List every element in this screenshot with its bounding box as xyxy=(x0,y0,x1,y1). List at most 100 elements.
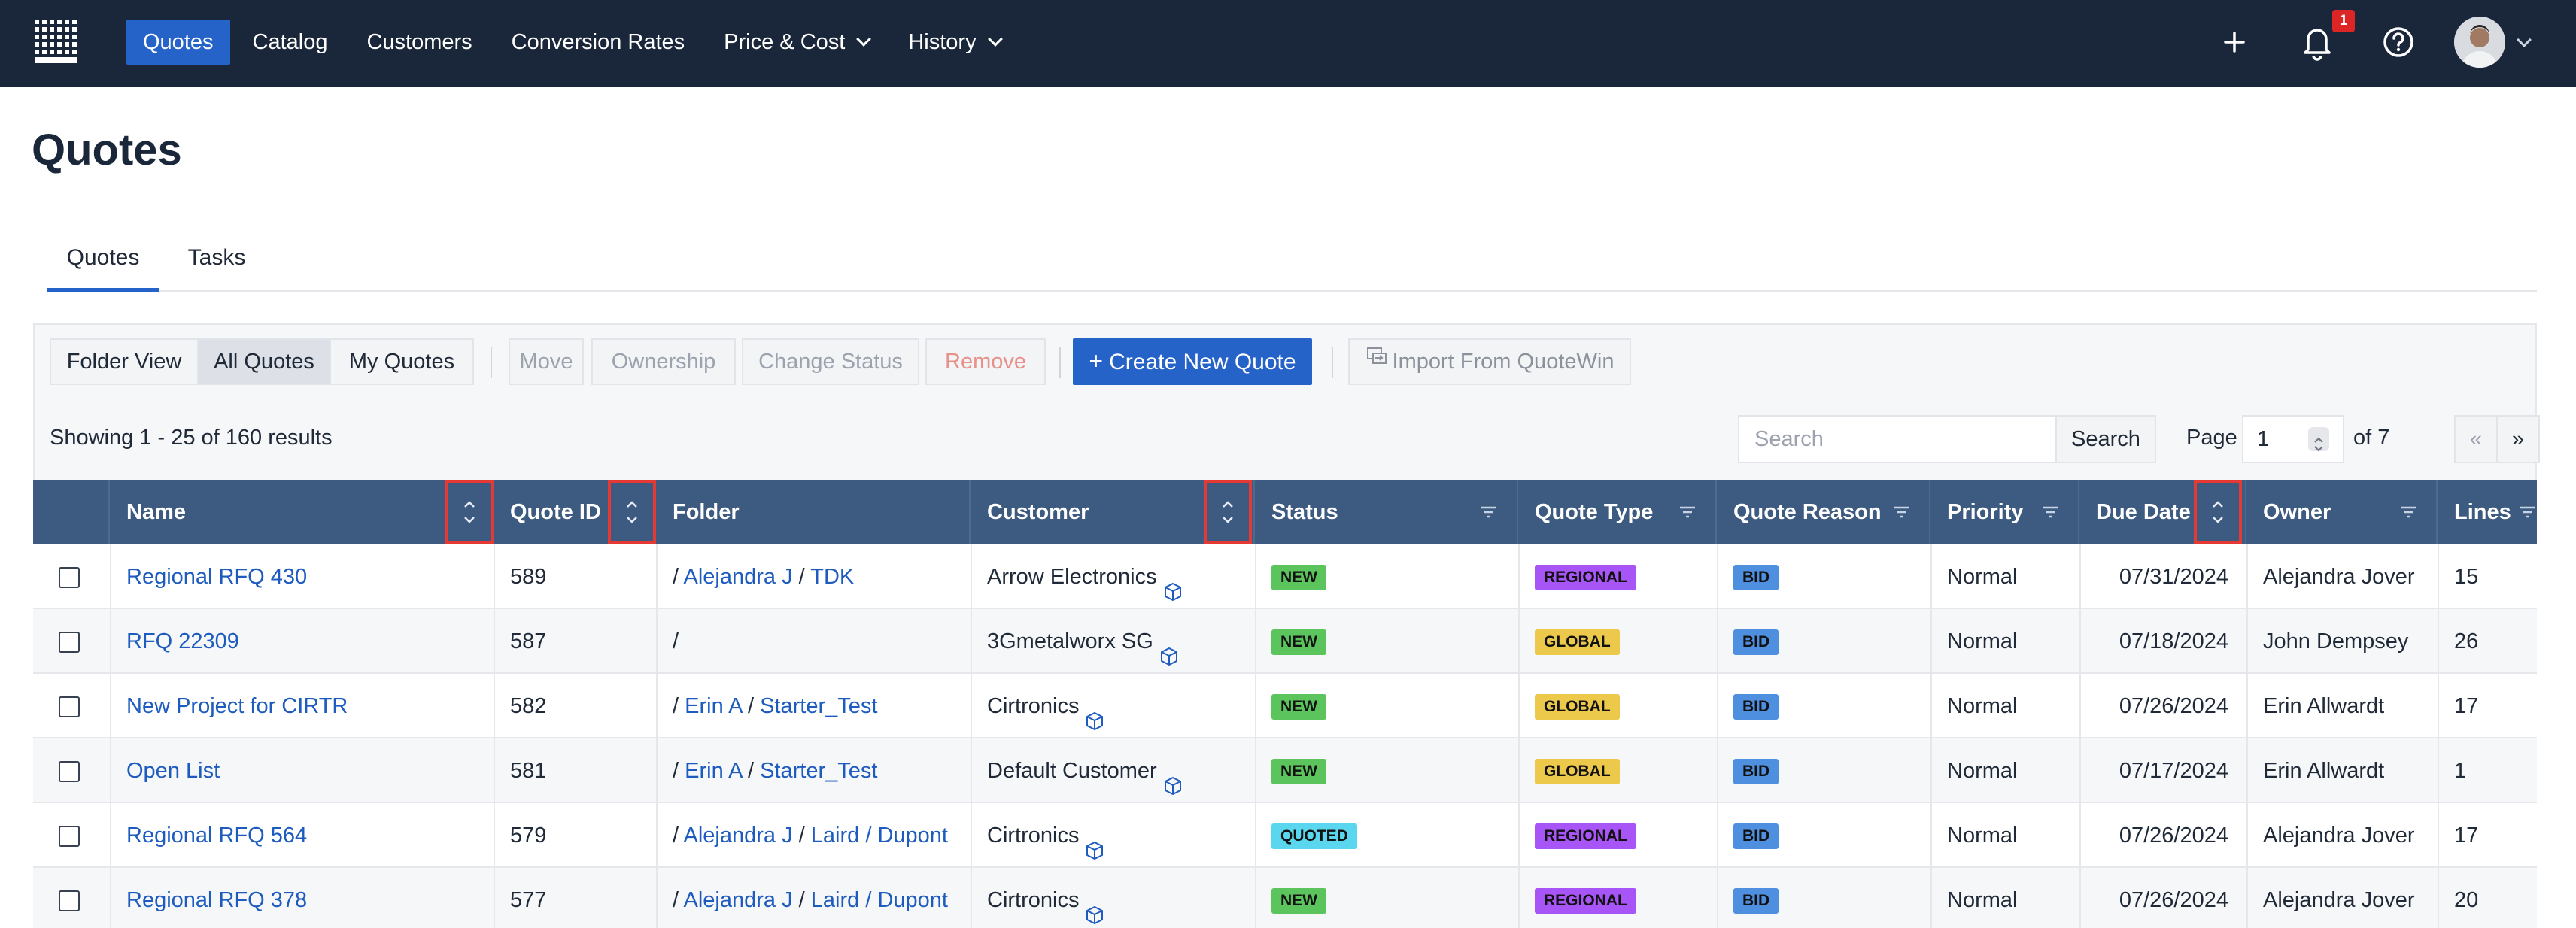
row-checkbox[interactable] xyxy=(59,696,80,717)
cube-icon[interactable] xyxy=(1083,693,1106,731)
nav-customers[interactable]: Customers xyxy=(350,20,488,65)
quote-reason-badge: BID xyxy=(1717,803,1930,868)
folder-link[interactable]: Alejandra J xyxy=(683,823,793,848)
sort-due-date-icon[interactable] xyxy=(2194,480,2242,544)
quote-name-link[interactable]: RFQ 22309 xyxy=(110,609,494,674)
quote-name-link[interactable]: Regional RFQ 378 xyxy=(110,868,494,928)
lines-cell-text: 26 xyxy=(2454,629,2479,654)
cube-icon[interactable] xyxy=(1162,758,1184,796)
import-quotewin-button[interactable]: Import From QuoteWin xyxy=(1348,338,1631,385)
cube-icon[interactable] xyxy=(1083,887,1106,925)
cell-divider xyxy=(110,803,111,868)
cell-divider xyxy=(494,544,495,609)
folder-view-button[interactable]: Folder View xyxy=(50,338,199,385)
prev-page-button[interactable]: « xyxy=(2454,415,2498,463)
filter-lines-icon[interactable] xyxy=(2516,501,2537,523)
nav-quotes[interactable]: Quotes xyxy=(126,20,230,65)
move-button[interactable]: Move xyxy=(509,338,584,385)
cell-divider xyxy=(1518,674,1520,738)
filter-quote-reason-icon[interactable] xyxy=(1890,501,1912,523)
column-header-priority[interactable]: Priority xyxy=(1930,480,2079,544)
column-header-lines[interactable]: Lines xyxy=(2438,480,2537,544)
filter-priority-icon[interactable] xyxy=(2039,501,2061,523)
cell-divider xyxy=(2246,803,2248,868)
column-header-due-date[interactable]: Due Date xyxy=(2079,480,2246,544)
column-header-status[interactable]: Status xyxy=(1255,480,1518,544)
sort-quote-id-icon[interactable] xyxy=(608,480,656,544)
status-badge-label: NEW xyxy=(1271,629,1326,656)
customer-cell: Cirtronics xyxy=(971,803,1255,868)
column-header-folder[interactable]: Folder xyxy=(656,480,971,544)
quote-id-cell: 587 xyxy=(494,609,656,674)
quote-name-link[interactable]: Open List xyxy=(110,738,494,803)
tab-quotes[interactable]: Quotes xyxy=(47,226,159,292)
cell-divider xyxy=(2079,868,2081,928)
cube-icon[interactable] xyxy=(1083,823,1106,860)
cube-icon[interactable] xyxy=(1158,629,1180,666)
sort-customer-icon[interactable] xyxy=(1204,480,1252,544)
search-button[interactable]: Search xyxy=(2055,415,2156,463)
row-checkbox[interactable] xyxy=(59,761,80,782)
nav-conversion-rates[interactable]: Conversion Rates xyxy=(495,20,702,65)
help-icon[interactable] xyxy=(2379,23,2418,62)
quote-name-link-text[interactable]: Regional RFQ 430 xyxy=(126,565,308,589)
nav-catalog[interactable]: Catalog xyxy=(236,20,345,65)
remove-button[interactable]: Remove xyxy=(925,338,1046,385)
avatar[interactable] xyxy=(2454,17,2505,68)
folder-link[interactable]: Alejandra J xyxy=(683,565,793,589)
bell-icon[interactable] xyxy=(2298,21,2337,63)
chevron-down-icon[interactable] xyxy=(2517,32,2532,47)
quote-name-link[interactable]: New Project for CIRTR xyxy=(110,674,494,738)
column-header-quote-reason[interactable]: Quote Reason xyxy=(1717,480,1930,544)
ownership-button[interactable]: Ownership xyxy=(591,338,736,385)
page-number-input[interactable]: 1 xyxy=(2242,415,2344,463)
folder-link[interactable]: TDK xyxy=(810,565,855,589)
stepper-icon[interactable] xyxy=(2308,427,2329,452)
plus-icon[interactable] xyxy=(2215,23,2254,62)
nav-history[interactable]: History xyxy=(892,20,1016,65)
folder-link[interactable]: Alejandra J xyxy=(683,888,793,912)
my-quotes-button[interactable]: My Quotes xyxy=(330,338,474,385)
row-checkbox[interactable] xyxy=(59,567,80,588)
quote-name-link-text[interactable]: RFQ 22309 xyxy=(126,629,239,654)
quote-name-link-text[interactable]: New Project for CIRTR xyxy=(126,694,348,718)
folder-link[interactable]: Erin A xyxy=(685,694,742,718)
column-header-customer[interactable]: Customer xyxy=(971,480,1255,544)
cube-icon[interactable] xyxy=(1162,564,1184,602)
app-logo-icon[interactable] xyxy=(32,17,81,66)
row-checkbox[interactable] xyxy=(59,826,80,847)
folder-link[interactable]: Erin A xyxy=(685,759,742,783)
folder-link[interactable]: Starter_Test xyxy=(760,694,878,718)
all-quotes-button[interactable]: All Quotes xyxy=(197,338,331,385)
quote-name-link[interactable]: Regional RFQ 430 xyxy=(110,544,494,609)
table-row[interactable]: Open List 581 / Erin A / Starter_Test Defau… xyxy=(33,738,2537,803)
table-row[interactable]: Regional RFQ 378 577 / Alejandra J / Laird… xyxy=(33,868,2537,928)
table-row[interactable]: RFQ 22309 587 / 3Gmetalworx SG NEW GLOBAL BID… xyxy=(33,609,2537,674)
quote-name-link-text[interactable]: Regional RFQ 378 xyxy=(126,888,308,912)
table-row[interactable]: Regional RFQ 430 589 / Alejandra J / TDK Ar… xyxy=(33,544,2537,609)
row-checkbox[interactable] xyxy=(59,890,80,911)
folder-link[interactable]: Laird / Dupont xyxy=(810,823,948,848)
sort-name-icon[interactable] xyxy=(445,480,494,544)
table-row[interactable]: Regional RFQ 564 579 / Alejandra J / Laird… xyxy=(33,803,2537,868)
create-new-quote-button[interactable]: + Create New Quote xyxy=(1073,338,1312,385)
column-header-owner[interactable]: Owner xyxy=(2246,480,2438,544)
column-header-name[interactable]: Name xyxy=(110,480,494,544)
next-page-button[interactable]: » xyxy=(2496,415,2540,463)
search-input[interactable] xyxy=(1738,415,2057,463)
folder-link[interactable]: Starter_Test xyxy=(760,759,878,783)
column-header-quote-type[interactable]: Quote Type xyxy=(1518,480,1717,544)
table-row[interactable]: New Project for CIRTR 582 / Erin A / Start… xyxy=(33,674,2537,738)
row-checkbox[interactable] xyxy=(59,632,80,653)
nav-label: Quotes xyxy=(143,30,214,54)
folder-link[interactable]: Laird / Dupont xyxy=(810,888,948,912)
change-status-button[interactable]: Change Status xyxy=(742,338,919,385)
quote-name-link[interactable]: Regional RFQ 564 xyxy=(110,803,494,868)
filter-status-icon[interactable] xyxy=(1478,501,1500,523)
filter-quote-type-icon[interactable] xyxy=(1676,501,1699,523)
nav-price-cost[interactable]: Price & Cost xyxy=(707,20,886,65)
quote-name-link-text[interactable]: Regional RFQ 564 xyxy=(126,823,308,848)
tab-tasks[interactable]: Tasks xyxy=(187,245,246,270)
quote-name-link-text[interactable]: Open List xyxy=(126,759,220,783)
filter-owner-icon[interactable] xyxy=(2397,501,2420,523)
